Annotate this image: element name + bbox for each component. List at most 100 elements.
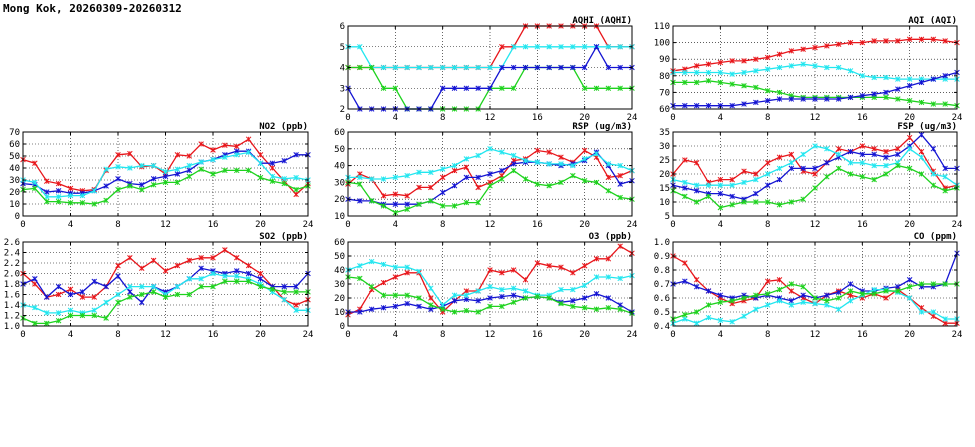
data-point-green bbox=[522, 295, 529, 301]
data-point-blue bbox=[788, 298, 795, 304]
data-point-blue bbox=[416, 303, 422, 310]
data-point-green bbox=[883, 94, 889, 101]
data-point-red bbox=[729, 58, 735, 64]
data-point-blue bbox=[55, 188, 62, 194]
data-point-cyan bbox=[210, 270, 216, 277]
data-point-red bbox=[835, 146, 842, 152]
data-point-red bbox=[392, 191, 399, 197]
y-tick-label: 6 bbox=[340, 22, 345, 32]
data-point-red bbox=[186, 153, 193, 159]
data-point-green bbox=[753, 199, 759, 205]
data-point-red bbox=[475, 184, 481, 191]
data-point-red bbox=[764, 54, 771, 61]
chart-co: 0 4 8 12 16 20 24 0.4 0.5 0.6 0.7 0.8 0.9 1.0 CO (ppm) bbox=[654, 232, 963, 340]
data-point-cyan bbox=[392, 264, 399, 270]
data-point-green bbox=[847, 288, 854, 294]
data-point-cyan bbox=[942, 316, 948, 322]
data-point-cyan bbox=[705, 182, 712, 188]
x-tick-label: 20 bbox=[579, 220, 590, 230]
data-point-cyan bbox=[150, 162, 157, 169]
data-point-cyan bbox=[729, 319, 735, 325]
data-point-green bbox=[776, 202, 783, 208]
data-point-green bbox=[764, 291, 771, 297]
data-point-cyan bbox=[357, 263, 363, 269]
data-point-red bbox=[210, 254, 216, 261]
data-point-cyan bbox=[930, 309, 937, 315]
data-point-red bbox=[930, 313, 937, 319]
data-point-red bbox=[570, 270, 576, 276]
data-point-cyan bbox=[570, 43, 576, 50]
data-point-green bbox=[605, 85, 612, 92]
data-point-green bbox=[186, 173, 193, 180]
data-point-red bbox=[233, 143, 240, 150]
data-point-blue bbox=[871, 151, 877, 158]
data-point-blue bbox=[918, 79, 925, 86]
data-point-blue bbox=[439, 85, 446, 92]
data-point-blue bbox=[835, 96, 842, 102]
data-point-cyan bbox=[186, 275, 193, 282]
data-point-cyan bbox=[510, 43, 517, 50]
data-point-green bbox=[293, 186, 299, 193]
data-point-red bbox=[198, 254, 204, 261]
data-point-cyan bbox=[847, 160, 854, 166]
data-point-blue bbox=[906, 83, 913, 89]
data-point-cyan bbox=[871, 286, 877, 293]
data-point-blue bbox=[463, 85, 470, 92]
data-point-red bbox=[776, 154, 783, 160]
data-point-blue bbox=[487, 171, 493, 177]
data-point-blue bbox=[847, 148, 854, 155]
data-point-cyan bbox=[198, 159, 204, 165]
data-point-cyan bbox=[380, 176, 387, 182]
data-point-green bbox=[79, 200, 86, 206]
y-tick-label: 5 bbox=[665, 212, 670, 222]
data-point-blue bbox=[847, 94, 854, 101]
data-point-cyan bbox=[717, 317, 724, 324]
y-tick-label: 60 bbox=[334, 238, 345, 248]
data-point-green bbox=[281, 180, 288, 187]
data-point-red bbox=[404, 270, 410, 276]
data-point-cyan bbox=[824, 146, 830, 152]
x-tick-label: 12 bbox=[810, 330, 821, 340]
data-point-green bbox=[729, 81, 735, 87]
data-point-blue bbox=[617, 302, 623, 308]
y-tick-label: 1.8 bbox=[4, 280, 20, 290]
data-point-cyan bbox=[776, 64, 783, 71]
data-point-red bbox=[534, 147, 541, 154]
data-point-green bbox=[55, 317, 62, 324]
data-point-blue bbox=[824, 292, 830, 298]
data-point-red bbox=[416, 184, 422, 191]
x-tick-label: 4 bbox=[718, 113, 723, 123]
data-point-blue bbox=[138, 182, 145, 188]
data-point-green bbox=[174, 179, 181, 186]
data-point-green bbox=[115, 186, 121, 193]
data-point-blue bbox=[847, 281, 854, 287]
data-point-blue bbox=[463, 296, 470, 303]
data-point-green bbox=[463, 199, 470, 206]
data-point-blue bbox=[617, 181, 623, 187]
data-point-red bbox=[174, 152, 181, 158]
data-point-blue bbox=[729, 193, 735, 200]
data-point-red bbox=[824, 43, 830, 49]
data-point-red bbox=[293, 191, 299, 198]
data-point-blue bbox=[918, 132, 925, 138]
data-point-cyan bbox=[835, 151, 842, 158]
data-point-red bbox=[906, 134, 913, 141]
data-point-green bbox=[558, 179, 564, 186]
data-point-green bbox=[428, 198, 434, 204]
data-point-blue bbox=[788, 165, 795, 172]
series-line-green bbox=[347, 169, 633, 214]
page-title: Mong Kok, 20260309-20260312 bbox=[3, 2, 182, 15]
data-point-cyan bbox=[32, 304, 38, 311]
x-tick-label: 20 bbox=[579, 113, 590, 123]
data-point-red bbox=[257, 270, 264, 277]
data-point-green bbox=[581, 305, 588, 311]
chart-aqi: 0 4 8 12 16 20 24 60 70 80 90 100 110 AQI (AQI) bbox=[654, 16, 963, 123]
data-point-green bbox=[918, 171, 925, 177]
data-point-cyan bbox=[103, 166, 109, 172]
y-tick-label: 50 bbox=[334, 145, 345, 155]
data-point-cyan bbox=[570, 286, 576, 293]
data-point-cyan bbox=[91, 188, 98, 194]
data-point-red bbox=[693, 63, 700, 69]
chart-aqhi: 0 4 8 12 16 20 24 2 3 4 5 6 AQHI (AQHI) bbox=[340, 16, 638, 123]
data-point-green bbox=[705, 193, 712, 200]
